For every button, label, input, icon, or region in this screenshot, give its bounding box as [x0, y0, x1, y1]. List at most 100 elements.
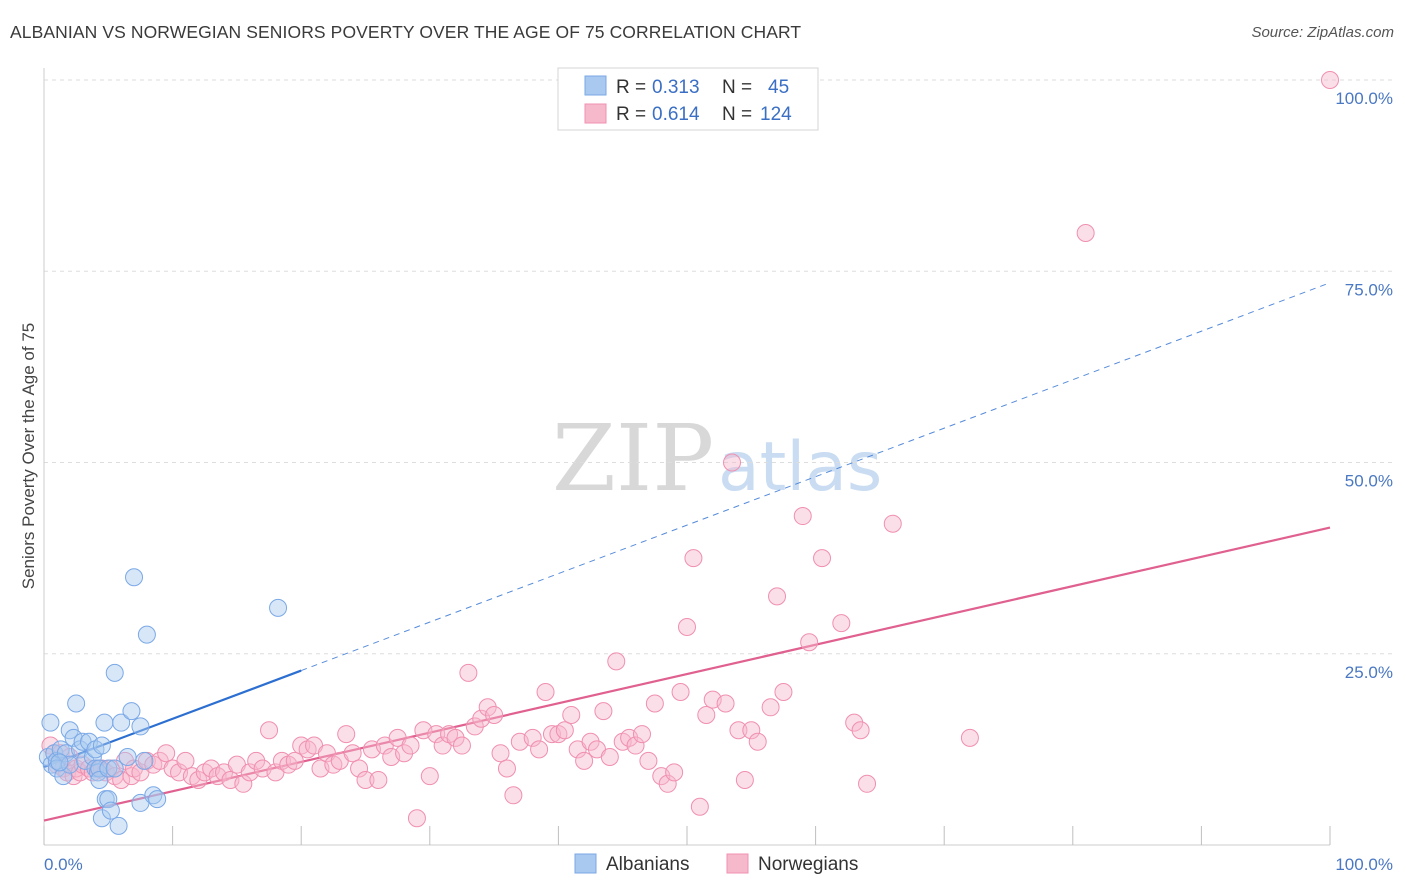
- data-point-norwegians: [420, 767, 439, 786]
- data-point-albanians: [67, 694, 86, 713]
- data-point-norwegians: [665, 763, 684, 782]
- data-point-albanians: [118, 748, 137, 767]
- gridlines: [44, 79, 1394, 655]
- data-point-norwegians: [1321, 71, 1339, 89]
- data-point-norwegians: [401, 736, 420, 755]
- data-point-norwegians: [690, 797, 709, 816]
- legend-n-label-norwegians: N =: [722, 104, 752, 125]
- data-point-albanians: [112, 713, 131, 732]
- bottom-legend-label-albanians: Albanians: [606, 854, 689, 875]
- data-point-albanians: [109, 816, 128, 835]
- data-point-norwegians: [735, 770, 754, 789]
- data-point-albanians: [92, 809, 111, 828]
- data-point-norwegians: [112, 770, 131, 789]
- data-point-albanians: [99, 759, 118, 778]
- data-point-norwegians: [157, 744, 176, 763]
- data-point-norwegians: [748, 732, 767, 751]
- legend-r-value-albanians: 0.313: [652, 77, 700, 98]
- data-point-albanians: [148, 790, 167, 809]
- data-point-norwegians: [523, 728, 542, 747]
- data-point-norwegians: [369, 770, 388, 789]
- data-point-norwegians: [793, 507, 812, 526]
- data-point-norwegians: [761, 698, 780, 717]
- data-point-norwegians: [247, 751, 266, 770]
- data-point-norwegians: [645, 694, 664, 713]
- data-point-norwegians: [459, 663, 478, 682]
- data-point-norwegians: [626, 736, 645, 755]
- data-point-albanians: [105, 759, 124, 778]
- data-point-norwegians: [234, 774, 253, 793]
- data-point-norwegians: [697, 705, 716, 724]
- legend-box: R = 0.313 N = 45 R = 0.614 N = 124: [557, 67, 819, 131]
- data-point-albanians: [122, 702, 141, 721]
- data-point-norwegians: [607, 652, 626, 671]
- data-point-norwegians: [671, 683, 690, 701]
- data-point-norwegians: [176, 751, 195, 770]
- data-point-norwegians: [581, 732, 600, 751]
- data-point-albanians: [41, 713, 60, 732]
- data-point-albanians: [135, 751, 154, 770]
- data-point-norwegians: [337, 725, 356, 744]
- data-point-norwegians: [446, 728, 465, 747]
- data-point-albanians: [125, 568, 144, 587]
- bottom-legend-swatch-norwegians: [726, 853, 749, 874]
- data-point-norwegians: [285, 751, 304, 770]
- data-point-norwegians: [600, 748, 619, 767]
- legend-swatch-albanians: [584, 75, 607, 96]
- data-point-norwegians: [465, 717, 484, 736]
- data-point-norwegians: [658, 774, 677, 793]
- data-point-norwegians: [562, 705, 581, 724]
- data-point-albanians: [101, 801, 120, 820]
- legend-swatch-norwegians: [584, 103, 607, 124]
- data-point-albanians: [54, 767, 73, 786]
- data-point-albanians: [269, 598, 288, 617]
- tick-labels: 100.0% 75.0% 50.0% 25.0% 0.0% 100.0%: [44, 89, 1393, 874]
- data-point-norwegians: [497, 759, 516, 778]
- data-point-norwegians: [800, 633, 819, 652]
- data-point-norwegians: [851, 721, 870, 740]
- data-point-norwegians: [343, 744, 362, 763]
- legend-r-label-norwegians: R =: [616, 104, 646, 125]
- data-point-norwegians: [189, 770, 208, 789]
- data-point-norwegians: [594, 702, 613, 721]
- data-point-norwegians: [485, 705, 504, 724]
- y-tick-label: 75.0%: [1345, 280, 1393, 299]
- data-point-albanians: [131, 717, 150, 736]
- source-label: Source: ZipAtlas.com: [1251, 24, 1394, 41]
- data-point-norwegians: [491, 744, 510, 763]
- data-point-norwegians: [356, 770, 375, 789]
- y-tick-label: 50.0%: [1345, 472, 1393, 491]
- bottom-legend-label-norwegians: Norwegians: [758, 854, 858, 875]
- data-point-norwegians: [536, 683, 555, 701]
- data-point-albanians: [64, 728, 83, 747]
- data-point-norwegians: [845, 713, 864, 732]
- data-point-norwegians: [832, 614, 851, 633]
- data-point-norwegians: [768, 587, 787, 606]
- x-tick-label-right: 100.0%: [1335, 855, 1393, 874]
- legend-n-label-albanians: N =: [722, 77, 752, 98]
- data-point-norwegians: [883, 514, 902, 533]
- data-point-albanians: [137, 625, 156, 644]
- data-point-norwegians: [632, 725, 651, 744]
- watermark-zip: ZIP: [552, 405, 714, 512]
- data-point-albanians: [105, 663, 124, 682]
- data-point-norwegians: [960, 728, 979, 747]
- legend-n-value-norwegians: 124: [760, 104, 792, 125]
- watermark-atlas: atlas: [718, 428, 882, 507]
- legend-r-value-norwegians: 0.614: [652, 104, 700, 125]
- data-point-albanians: [50, 753, 69, 772]
- data-point-norwegians: [407, 809, 426, 828]
- data-point-norwegians: [504, 786, 523, 805]
- bottom-legend-swatch-albanians: [574, 853, 597, 874]
- data-point-norwegians: [260, 721, 279, 740]
- data-point-norwegians: [639, 751, 658, 770]
- data-point-norwegians: [350, 759, 369, 778]
- data-point-norwegians: [478, 698, 497, 717]
- data-point-norwegians: [813, 549, 832, 568]
- data-point-norwegians: [774, 683, 793, 701]
- axes: [43, 68, 1331, 846]
- y-tick-label: 25.0%: [1345, 663, 1393, 682]
- data-point-norwegians: [742, 721, 761, 740]
- y-axis-label: Seniors Poverty Over the Age of 75: [19, 323, 38, 589]
